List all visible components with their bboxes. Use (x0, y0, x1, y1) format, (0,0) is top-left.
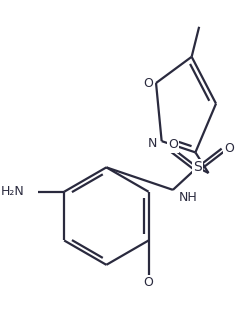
Text: O: O (168, 138, 178, 151)
Text: O: O (144, 276, 154, 289)
Text: N: N (148, 137, 157, 150)
Text: H₂N: H₂N (1, 185, 25, 198)
Text: NH: NH (179, 191, 197, 204)
Text: O: O (224, 142, 234, 155)
Text: S: S (193, 161, 202, 174)
Text: O: O (144, 76, 154, 89)
